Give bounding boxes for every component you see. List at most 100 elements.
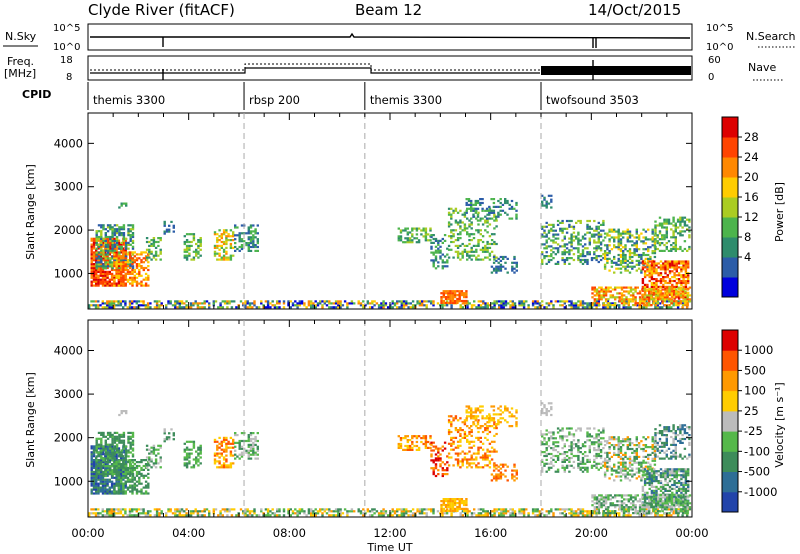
data-cell <box>127 451 130 454</box>
data-cell <box>138 268 141 272</box>
data-cell <box>619 232 623 235</box>
data-cell <box>400 300 403 303</box>
data-cell <box>247 249 250 252</box>
data-cell <box>115 445 119 448</box>
data-cell <box>656 234 659 237</box>
data-cell <box>262 514 265 517</box>
data-cell <box>613 236 616 239</box>
data-cell <box>101 510 104 513</box>
data-cell <box>131 245 135 248</box>
data-cell <box>595 304 598 307</box>
data-cell <box>234 434 237 437</box>
data-cell <box>339 510 342 513</box>
data-cell <box>111 249 114 252</box>
data-cell <box>115 464 118 468</box>
data-cell <box>600 296 603 299</box>
data-cell <box>473 508 476 511</box>
data-cell <box>135 257 139 260</box>
data-cell <box>622 265 625 268</box>
data-cell <box>684 268 688 271</box>
data-cell <box>466 250 469 253</box>
data-cell <box>266 306 270 309</box>
data-cell <box>504 512 508 515</box>
data-cell <box>97 469 101 472</box>
data-cell <box>155 306 159 309</box>
data-cell <box>104 241 107 244</box>
data-cell <box>222 254 226 257</box>
data-cell <box>380 302 383 305</box>
data-cell <box>673 264 676 267</box>
data-cell <box>595 225 598 228</box>
data-cell <box>637 234 641 237</box>
data-cell <box>493 254 496 257</box>
data-cell <box>140 280 143 283</box>
data-cell <box>120 478 123 481</box>
data-cell <box>509 306 512 309</box>
data-cell <box>232 454 235 457</box>
data-cell <box>232 442 235 445</box>
data-cell <box>219 510 222 513</box>
data-cell <box>606 514 610 517</box>
data-cell <box>118 455 121 458</box>
data-cell <box>510 205 514 208</box>
data-cell <box>122 482 125 485</box>
data-cell <box>613 306 616 309</box>
data-cell <box>115 274 118 277</box>
data-cell <box>659 281 663 285</box>
data-cell <box>665 218 668 221</box>
data-cell <box>522 512 526 515</box>
data-cell <box>92 478 96 481</box>
data-cell <box>465 294 468 297</box>
data-cell <box>106 433 110 436</box>
data-cell <box>513 257 516 260</box>
data-cell <box>126 461 130 464</box>
data-cell <box>538 512 542 515</box>
data-cell <box>603 267 607 270</box>
data-cell <box>584 510 587 513</box>
data-cell <box>101 306 104 309</box>
data-cell <box>97 473 101 476</box>
data-cell <box>677 260 681 263</box>
data-cell <box>120 276 123 279</box>
data-cell <box>547 510 551 513</box>
data-cell <box>109 239 112 242</box>
data-cell <box>294 512 297 515</box>
data-cell <box>334 300 338 303</box>
data-cell <box>197 454 200 457</box>
data-cell <box>147 484 150 487</box>
data-cell <box>488 213 491 216</box>
data-cell <box>115 472 118 475</box>
data-cell <box>122 228 126 231</box>
data-cell <box>440 297 443 301</box>
data-cell <box>113 463 116 466</box>
data-cell <box>659 274 663 277</box>
data-cell <box>622 255 625 259</box>
data-cell <box>218 462 221 465</box>
data-cell <box>124 239 127 242</box>
data-cell <box>629 298 633 301</box>
data-cell <box>495 510 499 513</box>
data-cell <box>226 510 229 513</box>
data-cell <box>541 304 544 307</box>
data-cell <box>670 294 673 297</box>
data-cell <box>675 270 678 273</box>
data-cell <box>627 300 630 303</box>
data-cell <box>183 456 186 459</box>
data-cell <box>159 460 162 463</box>
data-cell <box>111 241 114 244</box>
data-cell <box>238 234 241 237</box>
data-cell <box>115 451 119 454</box>
data-cell <box>606 246 609 249</box>
data-cell <box>413 444 416 448</box>
data-cell <box>452 209 455 212</box>
data-cell <box>97 276 100 279</box>
data-cell <box>550 194 553 197</box>
data-cell <box>312 302 315 305</box>
data-cell <box>278 514 281 517</box>
data-cell <box>247 449 250 452</box>
data-cell <box>106 235 110 239</box>
data-cell <box>686 292 689 295</box>
data-cell <box>543 196 546 199</box>
data-cell <box>112 302 116 305</box>
data-cell <box>674 240 677 243</box>
